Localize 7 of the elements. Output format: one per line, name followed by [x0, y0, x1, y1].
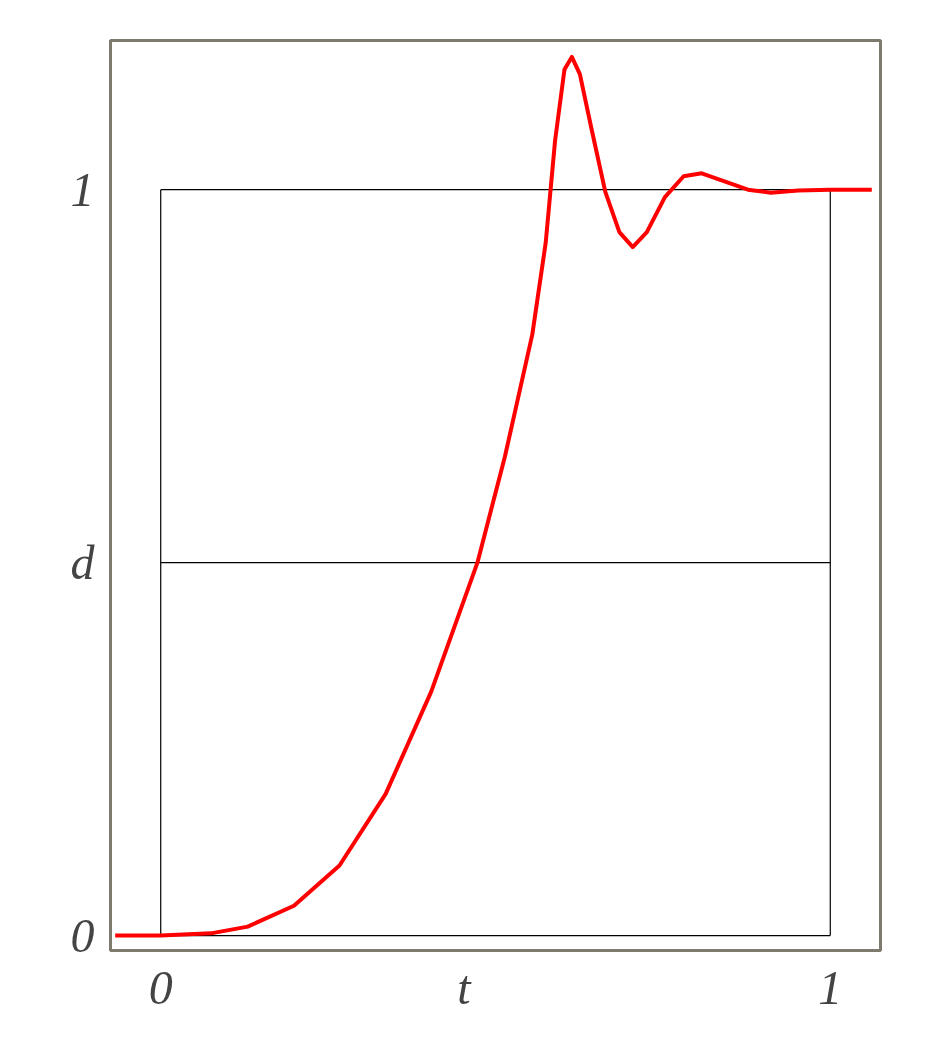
x-tick-label: 1	[818, 960, 843, 1014]
y-tick-label: 0	[70, 909, 95, 963]
line-series	[113, 54, 874, 938]
x-tick-label: 0	[148, 960, 173, 1014]
y-tick-label: 1	[70, 163, 95, 217]
y-tick-label: d	[70, 536, 96, 590]
x-tick-label: t	[457, 960, 473, 1014]
